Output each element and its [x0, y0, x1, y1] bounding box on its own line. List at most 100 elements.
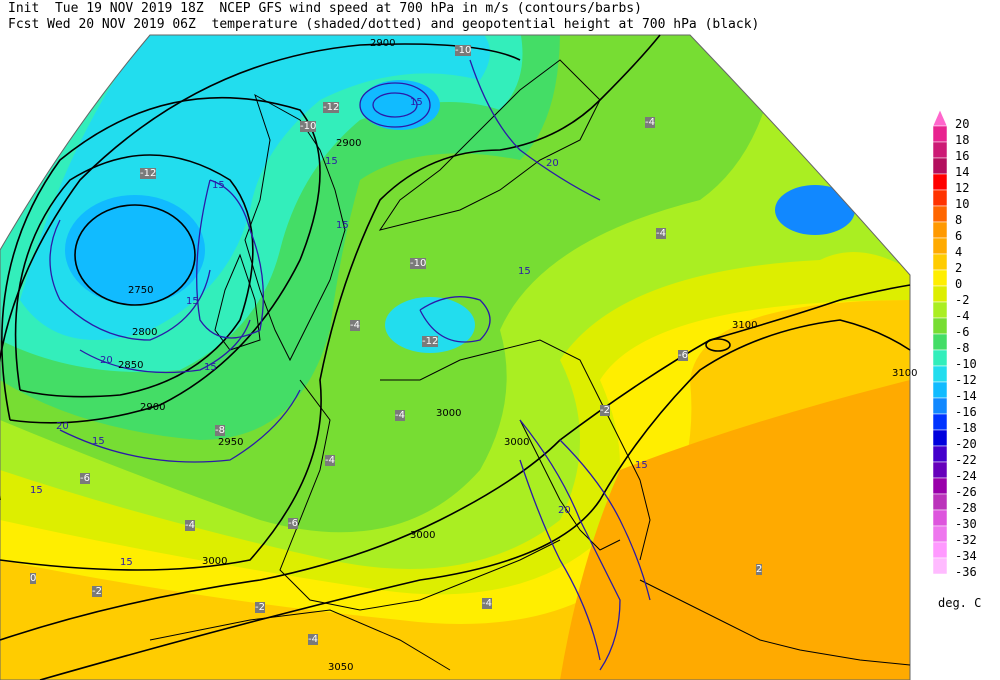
wind-label: 20 [558, 505, 571, 516]
colorbar-tick-label: -34 [955, 549, 977, 563]
colorbar-swatch [932, 381, 948, 399]
colorbar-tick-label: -30 [955, 517, 977, 531]
wind-label: 15 [336, 220, 349, 231]
height-label: 3050 [328, 662, 354, 673]
colorbar-swatch [932, 429, 948, 447]
temp-label: -12 [140, 168, 157, 179]
wind-label: 20 [56, 421, 69, 432]
colorbar-swatch [932, 525, 948, 543]
colorbar-swatch [932, 365, 948, 383]
colorbar-swatch [932, 397, 948, 415]
temp-label: -6 [288, 518, 298, 529]
wind-label: 15 [325, 156, 338, 167]
colorbar-tick-label: 8 [955, 213, 963, 227]
wind-label: 15 [92, 436, 105, 447]
temp-label: -4 [185, 520, 195, 531]
colorbar-swatch [932, 541, 948, 559]
temp-label: -4 [482, 598, 492, 609]
colorbar-tick-label: -28 [955, 501, 977, 515]
colorbar-tick-label: 18 [955, 133, 970, 147]
colorbar-swatch [932, 205, 948, 223]
wind-label: 15 [635, 460, 648, 471]
colorbar-tick-label: 12 [955, 181, 970, 195]
temp-label: -12 [422, 336, 439, 347]
temp-label: -10 [300, 121, 317, 132]
height-label: 2800 [132, 327, 158, 338]
temp-label: -10 [410, 258, 427, 269]
colorbar-tick-label: 14 [955, 165, 970, 179]
temperature-field [0, 35, 910, 680]
colorbar-tick-label: -26 [955, 485, 977, 499]
height-label: 3000 [202, 556, 228, 567]
colorbar [932, 109, 948, 575]
colorbar-swatch [932, 317, 948, 335]
colorbar-swatch [932, 445, 948, 463]
height-label: 2850 [118, 360, 144, 371]
wind-label: 15 [518, 266, 531, 277]
wind-label: 15 [204, 362, 217, 373]
colorbar-swatch [932, 269, 948, 287]
wind-label: 15 [212, 180, 225, 191]
height-label: 3000 [436, 408, 462, 419]
colorbar-tick-label: -10 [955, 357, 977, 371]
colorbar-tick-label: -22 [955, 453, 977, 467]
wind-label: 15 [410, 97, 423, 108]
height-label: 3000 [410, 530, 436, 541]
temp-label: -2 [600, 405, 610, 416]
temp-label: -6 [80, 473, 90, 484]
height-label: 2900 [370, 38, 396, 49]
height-label: 2750 [128, 285, 154, 296]
colorbar-tick-label: -18 [955, 421, 977, 435]
header-line-1: Init Tue 19 NOV 2019 18Z NCEP GFS wind s… [8, 1, 642, 16]
colorbar-tick-label: 10 [955, 197, 970, 211]
colorbar-tick-label: -16 [955, 405, 977, 419]
wind-contours [49, 59, 651, 671]
colorbar-swatch [932, 493, 948, 511]
height-contours [0, 34, 911, 680]
colorbar-units: deg. C [938, 596, 982, 610]
colorbar-tick-label: -8 [955, 341, 970, 355]
temp-label: -4 [350, 320, 360, 331]
colorbar-swatch [932, 461, 948, 479]
colorbar-swatch [932, 173, 948, 191]
colorbar-tick-label: -6 [955, 325, 970, 339]
colorbar-swatch [932, 413, 948, 431]
height-label: 3100 [732, 320, 758, 331]
colorbar-swatch [932, 141, 948, 159]
temp-label: -4 [656, 228, 666, 239]
height-label: 2900 [140, 402, 166, 413]
height-label: 3000 [504, 437, 530, 448]
colorbar-swatch [932, 237, 948, 255]
temp-label: -2 [255, 602, 265, 613]
colorbar-swatch [932, 557, 948, 575]
colorbar-swatch [932, 349, 948, 367]
colorbar-tick-label: 2 [955, 261, 963, 275]
temp-label: 2 [756, 564, 763, 575]
wind-label: 20 [546, 158, 559, 169]
temp-label: -4 [308, 634, 318, 645]
colorbar-tick-label: 16 [955, 149, 970, 163]
colorbar-tick-label: -14 [955, 389, 977, 403]
colorbar-swatch [932, 221, 948, 239]
colorbar-tick-label: 6 [955, 229, 963, 243]
colorbar-tick-label: -32 [955, 533, 977, 547]
wind-label: 20 [100, 355, 113, 366]
colorbar-swatch [932, 477, 948, 495]
colorbar-swatch [932, 157, 948, 175]
height-label: 2950 [218, 437, 244, 448]
temp-label: -10 [455, 45, 472, 56]
colorbar-tick-label: -12 [955, 373, 977, 387]
colorbar-tick-label: -36 [955, 565, 977, 579]
temp-label: -4 [395, 410, 405, 421]
wind-label: 15 [30, 485, 43, 496]
colorbar-swatch [932, 285, 948, 303]
colorbar-tick-label: 20 [955, 117, 970, 131]
temp-label: -2 [92, 586, 102, 597]
header-line-2: Fcst Wed 20 NOV 2019 06Z temperature (sh… [8, 17, 760, 32]
temp-label: -6 [678, 350, 688, 361]
wind-label: 15 [186, 296, 199, 307]
colorbar-tick-label: -20 [955, 437, 977, 451]
colorbar-swatch [932, 109, 948, 127]
colorbar-swatch [932, 253, 948, 271]
